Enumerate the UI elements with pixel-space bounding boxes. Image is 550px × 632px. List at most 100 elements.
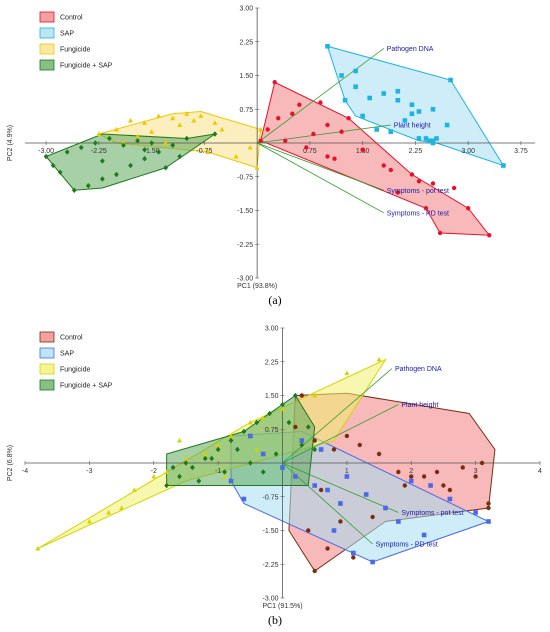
point-control [331,447,337,452]
point-sap [293,474,298,479]
y-tick-label: 1.50 [265,393,279,400]
point-sap [367,95,372,101]
point-fungicide-sap [164,482,170,489]
vector-symptoms-pot-test [256,142,384,191]
point-fungicide-sap [299,442,305,448]
point-control [402,483,408,488]
point-fungicide-sap [121,142,126,148]
point-fungicide [86,518,92,524]
point-fungicide [198,113,204,118]
point-fungicide [184,111,190,116]
point-fungicide-sap [85,183,91,189]
point-control [325,122,330,128]
legend-label: Fungicide + SAP [60,383,113,390]
point-fungicide [222,473,228,479]
point-sap [448,77,453,83]
panel-b: -4 -3 -2 -1 1 2 3 4 3.00 2.25 1.50 0.75 -0.75 -1.50 -2… [0,316,550,632]
point-fungicide-sap [50,162,56,169]
vector-plant-height [257,124,391,144]
point-sap [351,550,356,556]
point-control [351,555,356,560]
hulls [45,45,505,236]
hulls [37,358,496,572]
vector-label: Symptoms - PD test [376,542,438,549]
point-fungicide-sap [235,446,240,453]
vector-label: Symptoms - pot test [401,510,463,517]
series-fungicide-sap [164,392,318,489]
point-control [473,474,478,479]
x-tick-label: -4 [22,468,28,475]
x-tick-label: 1 [345,468,349,475]
point-fungicide [131,487,137,492]
point-fungicide-sap [177,473,182,480]
point-fungicide-sap [202,455,208,462]
vector-pathogen-dna [282,368,393,464]
point-fungicide [151,473,157,479]
point-sap [312,483,317,488]
point-fungicide-sap [184,135,190,142]
point-fungicide-sap [267,410,273,417]
point-control [276,116,281,121]
point-sap [374,127,380,132]
legend-swatch [39,331,55,343]
point-sap [241,496,247,502]
point-sap [473,510,478,515]
legend-swatch [39,11,55,23]
point-fungicide-sap [156,149,162,155]
point-sap [353,84,358,90]
y-tick-label: -1.50 [237,208,253,215]
point-sap [444,122,450,128]
point-fungicide-sap [292,392,298,399]
point-fungicide [156,113,162,118]
point-control [396,469,401,475]
point-sap [353,68,358,74]
legend-label: Fungicide [60,367,90,374]
series-fungicide [35,356,382,551]
point-fungicide-sap [241,428,247,435]
point-control [312,438,317,443]
point-fungicide [228,433,234,438]
point-sap [381,91,387,96]
point-sap [486,519,491,524]
point-fungicide [170,115,176,121]
point-control [421,474,427,479]
x-tick-label: -3.00 [38,148,54,155]
point-sap [434,136,439,141]
series-control [258,80,492,238]
point-sap [416,109,422,114]
legend-swatch [39,363,55,375]
point-fungicide-sap [222,469,227,475]
point-fungicide [312,392,318,398]
point-sap [395,97,401,103]
point-sap [430,140,436,146]
point-fungicide-sap [286,419,292,426]
vector-plant-height [282,404,399,464]
point-fungicide [177,437,182,443]
caption-a: (a) [268,293,282,307]
legend-label: Control [60,335,83,342]
point-sap [370,559,375,565]
point-fungicide-sap [212,131,218,137]
point-sap [416,136,422,141]
loading-vectors [256,48,391,214]
point-fungicide [254,446,260,452]
point-sap [396,519,401,524]
y-tick-label: 2.25 [240,39,254,46]
y-axis-label: PC2 (6.8%) [7,445,14,481]
point-fungicide-sap [260,469,266,475]
point-control [344,433,350,439]
point-fungicide-sap [228,437,234,444]
point-fungicide [119,505,125,510]
y-tick-label: -3.00 [263,596,279,603]
point-fungicide-sap [135,138,140,144]
vector-label: Plant height [394,123,431,130]
point-sap [260,451,266,457]
point-sap [409,102,415,108]
point-sap [280,465,285,470]
point-sap [430,106,436,112]
point-control [332,156,337,161]
point-fungicide-sap [64,149,70,155]
point-fungicide [177,122,183,127]
point-fungicide-sap [57,169,63,175]
point-fungicide-sap [305,424,311,430]
